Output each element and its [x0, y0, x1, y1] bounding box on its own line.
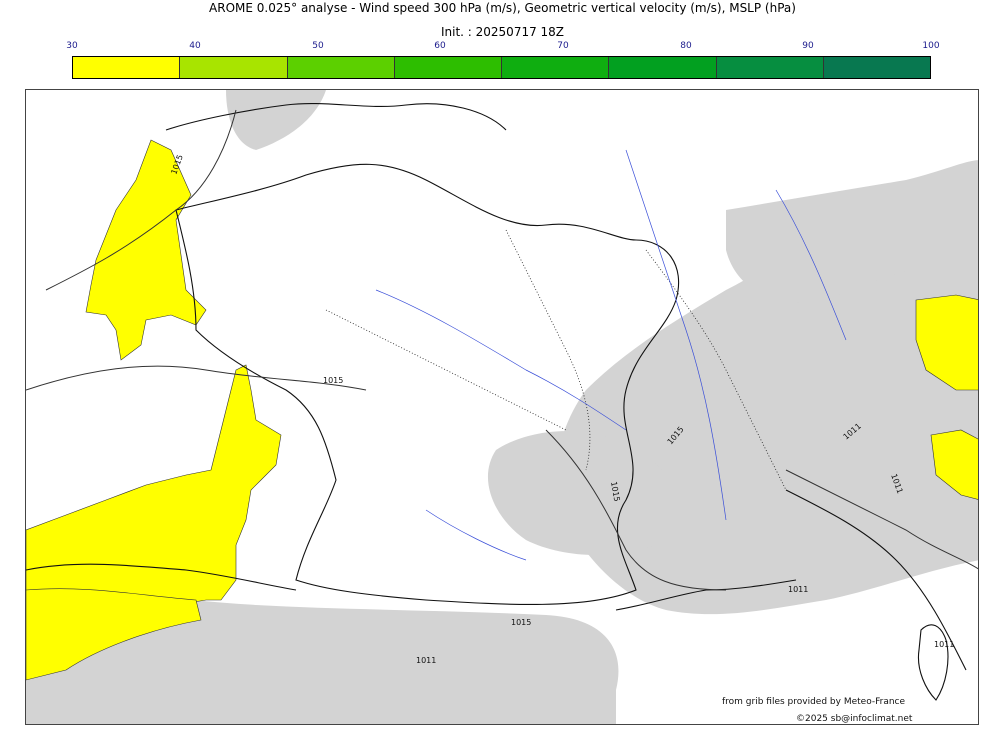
colorbar-tick: 80 — [680, 41, 692, 51]
chart-title: AROME 0.025° analyse - Wind speed 300 hP… — [209, 1, 796, 15]
isobar-line — [545, 429, 727, 591]
jet-stream-areas — [26, 139, 978, 681]
colorbar-segment — [73, 57, 181, 78]
mediterranean-coast — [615, 579, 797, 611]
colorbar-segment — [180, 57, 288, 78]
map-canvas: 1015 1015 1015 1015 1015 1011 1011 1011 … — [26, 90, 978, 724]
isobar-line — [26, 365, 367, 391]
isobar-line — [45, 109, 237, 291]
jet-east-area — [915, 294, 978, 391]
colorbar-tick: 100 — [922, 41, 940, 51]
jet-biscay-area — [26, 364, 282, 616]
vv-central-area — [487, 431, 676, 555]
jet-atlantic-area — [85, 139, 207, 361]
colorbar-segment — [609, 57, 717, 78]
colorbar-tick: 30 — [66, 41, 78, 51]
spain-coast — [26, 563, 297, 591]
colorbar-segment — [394, 57, 502, 78]
isobar-line — [785, 469, 978, 570]
france-outline — [175, 163, 680, 606]
italy-coast — [785, 489, 967, 671]
isobar-label: 1011 — [416, 656, 436, 665]
rivers — [375, 149, 847, 561]
colorbar-tick: 50 — [312, 41, 324, 51]
corsica-outline — [917, 624, 949, 701]
river-line — [625, 149, 727, 521]
isobar-label: 1015 — [609, 481, 621, 503]
river-line — [375, 289, 627, 431]
vv-east-area — [726, 160, 978, 303]
init-time: Init. : 20250717 18Z — [440, 25, 565, 39]
border-line — [325, 309, 567, 431]
isobar-label: 1015 — [511, 618, 531, 627]
data-source-credit: from grib files provided by Meteo-France — [722, 697, 906, 707]
coastlines — [26, 103, 967, 701]
copyright-credit: ©2025 sb@infoclimat.net — [796, 714, 913, 724]
isobar-label: 1011 — [934, 640, 954, 649]
uk-coast — [165, 103, 507, 131]
colorbar-segment — [823, 57, 930, 78]
isobars — [26, 109, 978, 591]
weather-map[interactable]: 1015 1015 1015 1015 1015 1011 1011 1011 … — [25, 89, 979, 725]
river-line — [775, 189, 847, 341]
colorbar-tick: 90 — [802, 41, 814, 51]
isobar-label: 1015 — [323, 376, 343, 385]
colorbar-tick: 40 — [189, 41, 201, 51]
colorbar-segment — [716, 57, 824, 78]
colorbar-tick: 70 — [557, 41, 569, 51]
jet-iberia-area — [26, 588, 202, 681]
colorbar-segment — [502, 57, 610, 78]
country-borders — [325, 229, 787, 491]
river-line — [425, 509, 527, 561]
vv-north-area — [226, 90, 326, 150]
wind-speed-colorbar — [72, 56, 931, 79]
jet-east2-area — [930, 429, 978, 500]
colorbar-segment — [287, 57, 395, 78]
border-line — [645, 249, 787, 491]
isobar-label: 1011 — [788, 585, 808, 594]
colorbar-tick: 60 — [434, 41, 446, 51]
